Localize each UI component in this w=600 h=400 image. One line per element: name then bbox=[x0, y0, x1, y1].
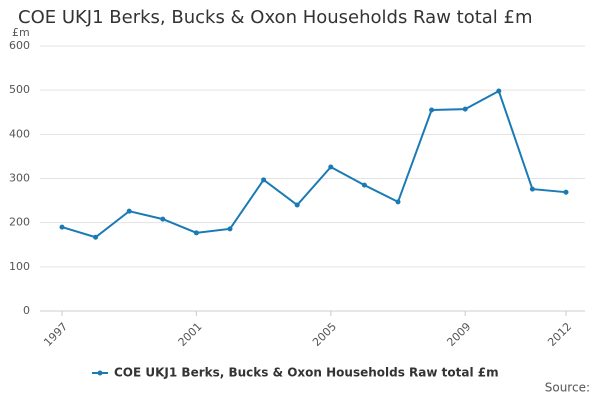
y-tick-label: 0 bbox=[23, 304, 30, 317]
y-axis-unit: £m bbox=[12, 26, 30, 39]
legend-marker bbox=[97, 370, 103, 376]
data-point bbox=[294, 202, 300, 208]
data-point bbox=[328, 164, 334, 170]
source: Source: bbox=[545, 381, 590, 395]
x-tick-label: 2012 bbox=[545, 320, 574, 349]
x-tick-label: 2005 bbox=[310, 320, 339, 349]
x-tick-label: 2001 bbox=[176, 320, 205, 349]
data-point bbox=[193, 230, 199, 236]
data-point bbox=[529, 186, 535, 192]
data-point bbox=[462, 106, 468, 112]
data-point bbox=[563, 189, 569, 195]
series-line bbox=[61, 89, 567, 239]
y-tick-label: 200 bbox=[9, 216, 30, 229]
y-tick-label: 300 bbox=[9, 172, 30, 185]
data-point bbox=[93, 234, 99, 240]
data-point bbox=[59, 224, 65, 230]
y-tick-label: 500 bbox=[9, 83, 30, 96]
data-point bbox=[395, 199, 401, 205]
y-tick-label: 100 bbox=[9, 260, 30, 273]
x-tick-label: 1997 bbox=[41, 320, 70, 349]
x-tick-label: 2009 bbox=[444, 320, 473, 349]
y-tick-label: 400 bbox=[9, 127, 30, 140]
chart-title: COE UKJ1 Berks, Bucks & Oxon Households … bbox=[18, 7, 533, 28]
data-point bbox=[227, 226, 233, 232]
legend-label: COE UKJ1 Berks, Bucks & Oxon Households … bbox=[114, 366, 499, 380]
y-tick-label: 600 bbox=[9, 39, 30, 52]
data-point bbox=[126, 208, 132, 214]
data-point bbox=[361, 182, 367, 188]
data-point bbox=[261, 177, 267, 183]
data-point bbox=[160, 216, 166, 222]
data-point bbox=[496, 88, 502, 94]
data-point bbox=[429, 107, 435, 113]
